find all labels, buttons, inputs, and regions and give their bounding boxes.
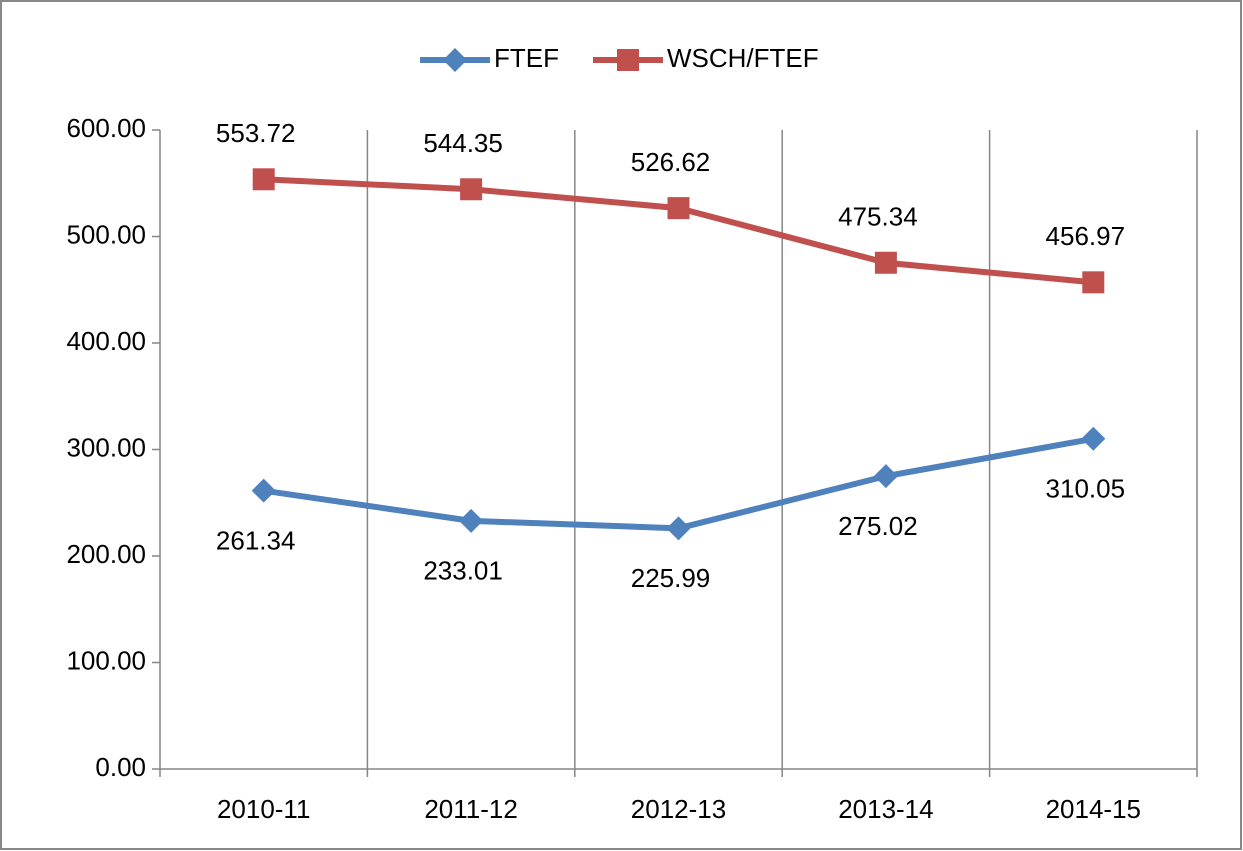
x-tick-label: 2012-13 bbox=[631, 794, 726, 824]
data-point bbox=[1081, 426, 1106, 451]
data-label: 526.62 bbox=[631, 147, 711, 177]
y-tick-label: 200.00 bbox=[66, 539, 146, 569]
data-label: 475.34 bbox=[838, 202, 918, 232]
data-label: 310.05 bbox=[1046, 474, 1126, 504]
y-tick-label: 300.00 bbox=[66, 432, 146, 462]
legend-label: FTEF bbox=[494, 43, 559, 73]
x-tick-label: 2013-14 bbox=[838, 794, 933, 824]
y-tick-label: 600.00 bbox=[66, 113, 146, 143]
data-label: 544.35 bbox=[423, 128, 503, 158]
legend-label: WSCH/FTEF bbox=[667, 43, 819, 73]
data-label: 275.02 bbox=[838, 511, 918, 541]
y-tick-label: 100.00 bbox=[66, 645, 146, 675]
legend-marker bbox=[617, 49, 639, 71]
data-point bbox=[459, 508, 484, 533]
data-point bbox=[666, 516, 691, 541]
data-label: 225.99 bbox=[631, 563, 711, 593]
legend-marker bbox=[443, 48, 467, 72]
data-point bbox=[460, 178, 483, 201]
data-point bbox=[873, 464, 898, 489]
data-point bbox=[251, 478, 276, 503]
data-point bbox=[252, 168, 275, 191]
y-tick-label: 400.00 bbox=[66, 326, 146, 356]
data-point bbox=[874, 251, 897, 274]
y-tick-label: 500.00 bbox=[66, 219, 146, 249]
x-tick-label: 2010-11 bbox=[217, 794, 311, 824]
x-tick-label: 2014-15 bbox=[1046, 794, 1141, 824]
y-tick-label: 0.00 bbox=[95, 752, 146, 782]
data-label: 553.72 bbox=[216, 118, 296, 148]
data-label: 261.34 bbox=[216, 526, 296, 556]
data-point bbox=[667, 197, 690, 220]
x-tick-label: 2011-12 bbox=[424, 794, 518, 824]
data-point bbox=[1082, 271, 1105, 294]
data-label: 456.97 bbox=[1046, 221, 1126, 251]
data-label: 233.01 bbox=[423, 556, 503, 586]
